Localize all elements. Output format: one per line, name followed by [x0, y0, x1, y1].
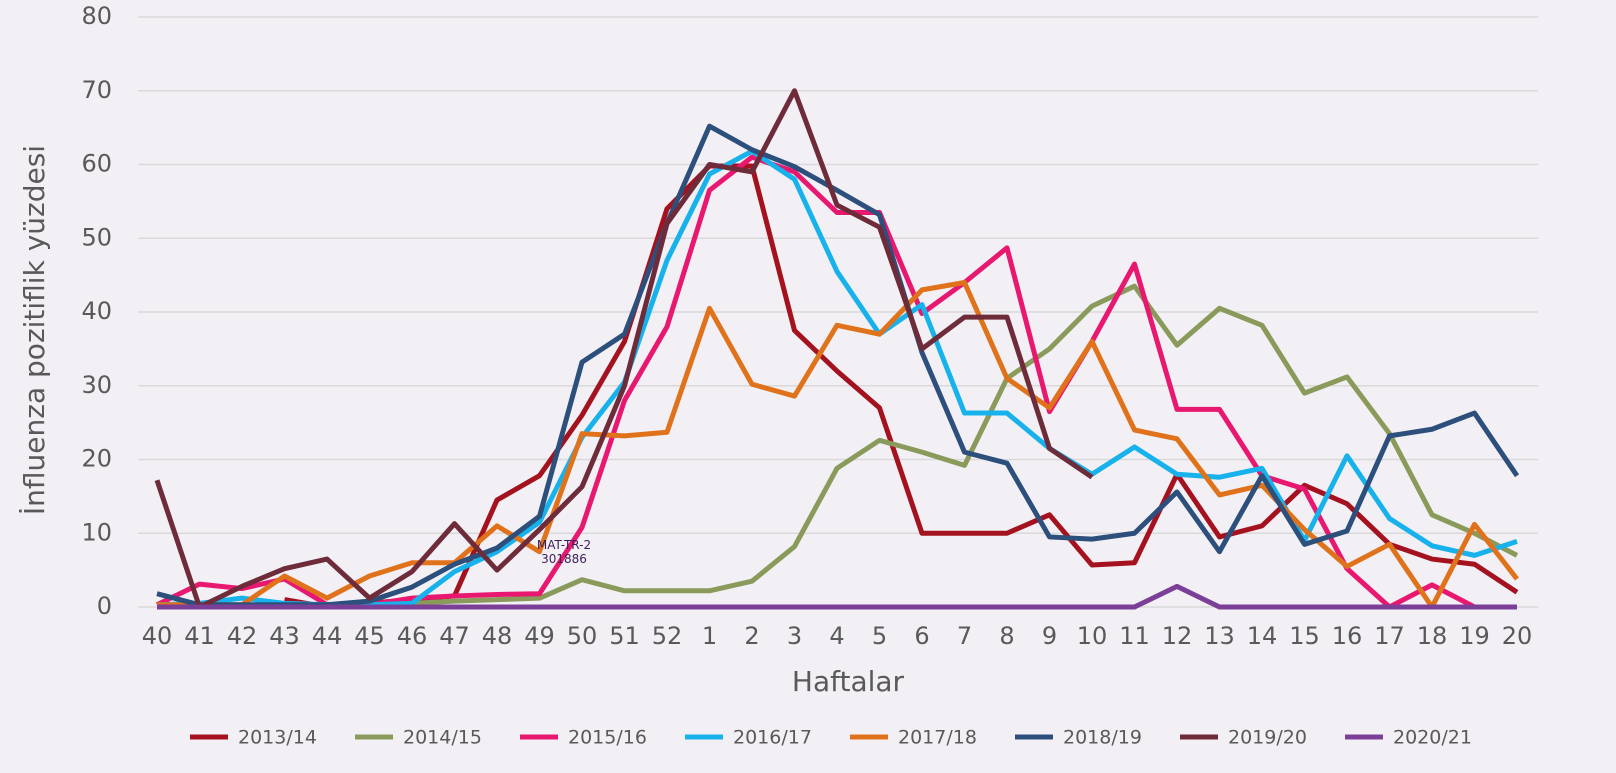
- y-tick-label: 40: [81, 297, 112, 325]
- x-tick-label: 5: [872, 622, 887, 650]
- x-tick-label: 12: [1162, 622, 1193, 650]
- x-tick-label: 40: [142, 622, 173, 650]
- x-tick-label: 49: [524, 622, 555, 650]
- series-line: [284, 163, 1519, 610]
- x-tick-label: 2: [744, 622, 759, 650]
- y-axis-label: İnfluenza pozitiflik yüzdesi: [18, 145, 51, 515]
- legend-label: 2018/19: [1063, 727, 1142, 749]
- x-tick-label: 6: [914, 622, 929, 650]
- annotation: MAT-TR-2301886: [536, 538, 592, 566]
- x-axis-label: Haftalar: [792, 665, 905, 698]
- x-tick-label: 18: [1417, 622, 1448, 650]
- y-tick-label: 30: [81, 371, 112, 399]
- x-tick-label: 7: [957, 622, 972, 650]
- x-tick-label: 42: [227, 622, 258, 650]
- x-tick-label: 50: [567, 622, 598, 650]
- series-line: [157, 280, 1519, 610]
- x-tick-label: 19: [1459, 622, 1490, 650]
- x-tick-label: 20: [1502, 622, 1533, 650]
- x-tick-label: 16: [1332, 622, 1363, 650]
- x-tick-label: 13: [1204, 622, 1235, 650]
- x-tick-label: 51: [609, 622, 640, 650]
- legend-label: 2017/18: [898, 727, 977, 749]
- y-tick-label: 0: [97, 592, 112, 620]
- x-tick-label: 52: [652, 622, 683, 650]
- y-tick-label: 70: [81, 76, 112, 104]
- x-tick-label: 41: [184, 622, 215, 650]
- y-tick-label: 50: [81, 223, 112, 251]
- legend-label: 2019/20: [1228, 727, 1307, 749]
- x-tick-label: 45: [354, 622, 385, 650]
- legend-label: 2015/16: [568, 727, 647, 749]
- x-tick-label: 17: [1374, 622, 1405, 650]
- x-tick-label: 10: [1077, 622, 1108, 650]
- legend-label: 2013/14: [238, 727, 317, 749]
- x-tick-label: 9: [1042, 622, 1057, 650]
- series-line: [157, 283, 1519, 610]
- y-tick-label: 60: [81, 150, 112, 178]
- legend-label: 2014/15: [403, 727, 482, 749]
- x-tick-label: 43: [269, 622, 300, 650]
- x-tick-label: 3: [787, 622, 802, 650]
- x-tick-label: 11: [1119, 622, 1150, 650]
- x-tick-label: 1: [702, 622, 717, 650]
- x-tick-label: 14: [1247, 622, 1278, 650]
- x-tick-label: 48: [482, 622, 513, 650]
- series-line: [154, 88, 1094, 610]
- x-tick-label: 46: [397, 622, 428, 650]
- x-tick-label: 47: [439, 622, 470, 650]
- x-tick-label: 8: [999, 622, 1014, 650]
- x-tick-label: 15: [1289, 622, 1320, 650]
- legend-label: 2020/21: [1393, 727, 1472, 749]
- series-line: [157, 583, 1517, 610]
- series-line: [156, 123, 1520, 608]
- x-tick-label: 4: [829, 622, 844, 650]
- y-tick-label: 20: [81, 445, 112, 473]
- x-tick-label: 44: [312, 622, 343, 650]
- legend-label: 2016/17: [733, 727, 812, 749]
- y-tick-label: 10: [81, 518, 112, 546]
- y-tick-label: 80: [81, 2, 112, 30]
